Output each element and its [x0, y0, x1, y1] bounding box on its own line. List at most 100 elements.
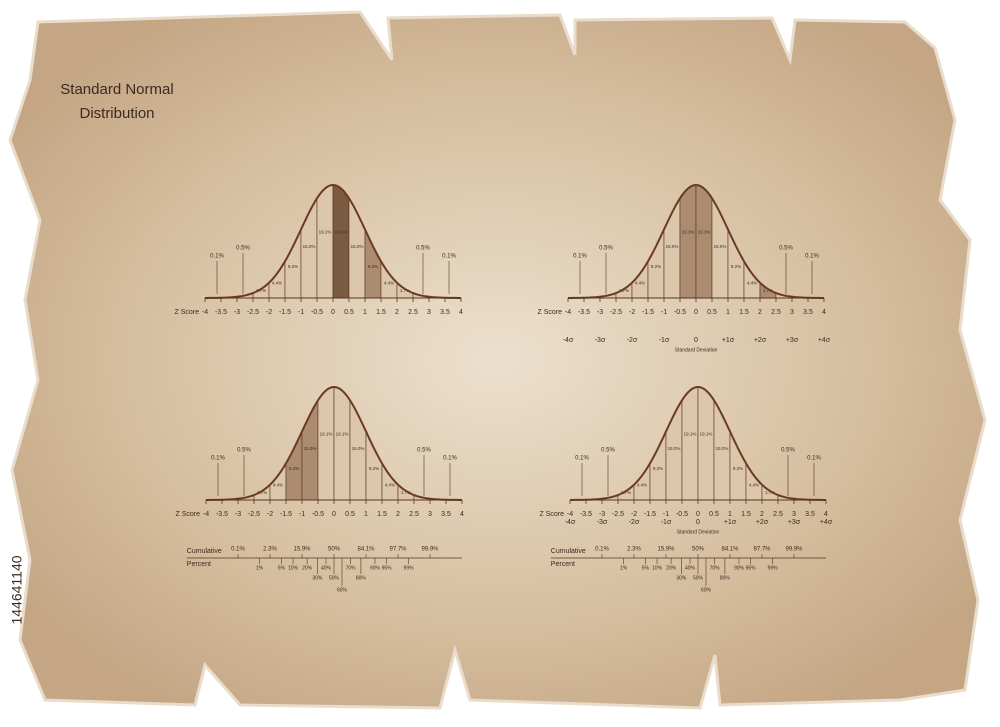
band-percent: 9.2% — [653, 466, 663, 471]
z-tick-label: 3 — [428, 511, 432, 518]
z-tick-label: -3.5 — [215, 309, 227, 316]
cumulative-lower: 50% — [329, 575, 340, 581]
cumulative-lower: 50% — [693, 575, 704, 581]
band-percent: 0.5% — [599, 246, 613, 252]
cumulative-lower: 40% — [321, 565, 332, 571]
cumulative-lower: 5% — [278, 565, 286, 571]
cumulative-upper: 0.1% — [595, 547, 609, 553]
band-percent: 9.2% — [289, 466, 299, 471]
z-tick-label: 1 — [726, 309, 730, 316]
z-tick-label: 1.5 — [739, 309, 749, 316]
title: Standard Normal — [60, 81, 173, 98]
band-percent: 19.1% — [319, 229, 332, 234]
z-tick-label: 1.5 — [376, 309, 386, 316]
sigma-label: -4σ — [565, 519, 576, 526]
sigma-label: +2σ — [756, 519, 769, 526]
band-percent: 1.7% — [257, 490, 267, 495]
z-tick-label: -0.5 — [311, 309, 323, 316]
z-tick-label: 2.5 — [408, 309, 418, 316]
band — [681, 386, 699, 501]
band — [679, 184, 697, 299]
z-tick-label: -1.5 — [642, 309, 654, 316]
sigma-label: +3σ — [788, 519, 801, 526]
z-tick-label: -3.5 — [580, 511, 592, 518]
z-tick-label: 2.5 — [771, 309, 781, 316]
z-tick-label: -2.5 — [610, 309, 622, 316]
z-tick-label: -1 — [299, 511, 305, 518]
band-percent: 4.4% — [273, 483, 283, 488]
cumulative-label: Percent — [187, 561, 211, 568]
z-tick-label: 0.5 — [707, 309, 717, 316]
band-percent: 1.7% — [621, 490, 631, 495]
cumulative-lower: 30% — [312, 575, 323, 581]
cumulative-upper: 50% — [692, 547, 705, 553]
sigma-label: -1σ — [661, 519, 672, 526]
cumulative-label: Cumulative — [551, 548, 586, 555]
band-percent: 0.5% — [779, 246, 793, 252]
sigma-label: +4σ — [818, 337, 831, 344]
z-tick-label: -1.5 — [644, 511, 656, 518]
band-percent: 1.7% — [400, 288, 410, 293]
sigma-label: -1σ — [659, 337, 670, 344]
z-tick-label: 4 — [822, 309, 826, 316]
band-percent: 0.1% — [442, 254, 456, 260]
z-tick-label: -2.5 — [612, 511, 624, 518]
z-tick-label: -4 — [203, 511, 209, 518]
band-percent: 4.4% — [747, 281, 757, 286]
band-percent: 4.4% — [385, 483, 395, 488]
cumulative-upper: 97.7% — [389, 547, 407, 553]
band-percent: 9.2% — [368, 264, 378, 269]
band-percent: 15.0% — [304, 446, 317, 451]
band-percent: 0.5% — [237, 448, 251, 454]
z-tick-label: -2.5 — [247, 309, 259, 316]
band-percent: 19.1% — [700, 431, 713, 436]
z-tick-label: -0.5 — [312, 511, 324, 518]
z-tick-label: 4 — [824, 511, 828, 518]
band-percent: 15.0% — [351, 244, 364, 249]
z-tick-label: 0 — [696, 511, 700, 518]
z-tick-label: 0 — [331, 309, 335, 316]
z-tick-label: 4 — [460, 511, 464, 518]
z-tick-label: -1 — [661, 309, 667, 316]
cumulative-upper: 2.3% — [263, 547, 277, 553]
band-percent: 4.4% — [272, 281, 282, 286]
z-tick-label: -1.5 — [280, 511, 292, 518]
band-percent: 0.5% — [236, 246, 250, 252]
z-score-label: Z Score — [175, 511, 200, 518]
z-tick-label: 3.5 — [441, 511, 451, 518]
band-percent: 0.1% — [211, 456, 225, 462]
cumulative-upper: 50% — [328, 547, 341, 553]
z-tick-label: -0.5 — [674, 309, 686, 316]
band-percent: 15.0% — [668, 446, 681, 451]
sigma-label: +1σ — [722, 337, 735, 344]
sigma-label: -3σ — [597, 519, 608, 526]
band — [316, 184, 334, 299]
cumulative-lower: 60% — [701, 587, 712, 593]
sigma-label: -4σ — [563, 337, 574, 344]
z-tick-label: 2.5 — [773, 511, 783, 518]
z-tick-label: -4 — [202, 309, 208, 316]
band — [332, 184, 350, 299]
band-percent: 1.7% — [763, 288, 773, 293]
z-tick-label: 2 — [760, 511, 764, 518]
sigma-axis-label: Standard Deviation — [677, 529, 720, 535]
z-tick-label: 4 — [459, 309, 463, 316]
z-tick-label: -3 — [597, 309, 603, 316]
z-tick-label: 1.5 — [741, 511, 751, 518]
z-tick-label: -2.5 — [248, 511, 260, 518]
z-tick-label: -2 — [629, 309, 635, 316]
curve — [205, 385, 463, 501]
cumulative-lower: 20% — [666, 565, 677, 571]
z-tick-label: 1.5 — [377, 511, 387, 518]
z-tick-label: -3 — [234, 309, 240, 316]
curve — [569, 385, 827, 501]
z-tick-label: 3.5 — [803, 309, 813, 316]
curve — [204, 183, 462, 299]
band — [697, 386, 715, 501]
cumulative-label: Percent — [551, 561, 575, 568]
z-tick-label: -4 — [565, 309, 571, 316]
z-tick-label: 2 — [395, 309, 399, 316]
band-percent: 0.1% — [575, 456, 589, 462]
cumulative-lower: 1% — [256, 565, 264, 571]
